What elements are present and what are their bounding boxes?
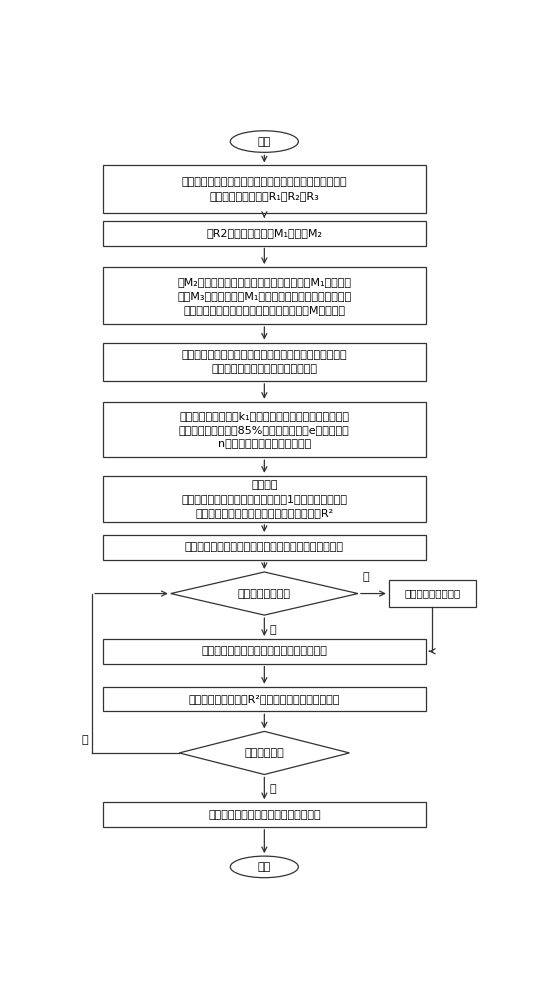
Text: 输出结果组合特征结果和最优参数变量: 输出结果组合特征结果和最优参数变量 xyxy=(208,810,321,820)
Polygon shape xyxy=(171,572,358,615)
Text: 开始: 开始 xyxy=(257,137,271,147)
Text: 结束: 结束 xyxy=(257,862,271,872)
Text: 是: 是 xyxy=(362,572,369,582)
Text: 将M₂中最大相关度所对应的特征依次添加至M₁中，获得
子集M₃，再计算子集M₁中的每个特征与其他特征子集间
的冗余度，删除最大的所对应的特征，直至M为空子集: 将M₂中最大相关度所对应的特征依次添加至M₁中，获得 子集M₃，再计算子集M₁中… xyxy=(177,277,351,315)
FancyBboxPatch shape xyxy=(103,687,426,711)
Polygon shape xyxy=(179,731,350,774)
Text: 对鸡群等级制度更新: 对鸡群等级制度更新 xyxy=(404,589,461,599)
Text: 最大迭代次数: 最大迭代次数 xyxy=(244,748,284,758)
FancyBboxPatch shape xyxy=(103,267,426,324)
FancyBboxPatch shape xyxy=(103,402,426,457)
Ellipse shape xyxy=(230,856,299,878)
Ellipse shape xyxy=(230,131,299,152)
Text: 计算数据库中各特征与输出目标的相关度，根据相关度大
小将初始子集划分为R₁、R₂和R₃: 计算数据库中各特征与输出目标的相关度，根据相关度大 小将初始子集划分为R₁、R₂… xyxy=(182,177,347,201)
Text: 满足种群更新条件: 满足种群更新条件 xyxy=(238,589,291,599)
Text: 按照可决系数的大小将子群分为公鸡、母鸡和小鸡子群: 按照可决系数的大小将子群分为公鸡、母鸡和小鸡子群 xyxy=(185,542,344,552)
FancyBboxPatch shape xyxy=(103,221,426,246)
FancyBboxPatch shape xyxy=(103,343,426,381)
FancyBboxPatch shape xyxy=(389,580,476,607)
FancyBboxPatch shape xyxy=(103,476,426,522)
FancyBboxPatch shape xyxy=(103,165,426,213)
Text: 计算粒子的可决系数R²，更新全局最优和全局最差: 计算粒子的可决系数R²，更新全局最优和全局最差 xyxy=(189,694,340,704)
Text: 遇历粒子
每个位置，特征变量所在的位置数为1，则选取该特征，
输入至数据驱动模型中计算模型的可决系数R²: 遇历粒子 每个位置，特征变量所在的位置数为1，则选取该特征， 输入至数据驱动模型… xyxy=(181,480,348,518)
Text: 更新公鸡子群、母鸡子群和小鸡子群的位置: 更新公鸡子群、母鸡子群和小鸡子群的位置 xyxy=(201,646,327,656)
Text: 在多级筛选法所获得k₁个特征变量的基础上进行主成分分
析，获取贡献度大于85%以上的变量数目e，按照数目
n对粒子位置初始化二进制编码: 在多级筛选法所获得k₁个特征变量的基础上进行主成分分 析，获取贡献度大于85%以… xyxy=(179,411,350,449)
Text: 设置种群的进化代数、等级制度更新的代数、不同模型参
数约束变量范围以及三个子群的比例: 设置种群的进化代数、等级制度更新的代数、不同模型参 数约束变量范围以及三个子群的… xyxy=(182,350,347,374)
Text: 否: 否 xyxy=(270,625,276,635)
Text: 将R2子集划分为子集M₁和子集M₂: 将R2子集划分为子集M₁和子集M₂ xyxy=(206,228,322,238)
Text: 是: 是 xyxy=(270,785,276,795)
FancyBboxPatch shape xyxy=(103,639,426,664)
FancyBboxPatch shape xyxy=(103,535,426,560)
FancyBboxPatch shape xyxy=(103,802,426,827)
Text: 否: 否 xyxy=(81,735,88,745)
